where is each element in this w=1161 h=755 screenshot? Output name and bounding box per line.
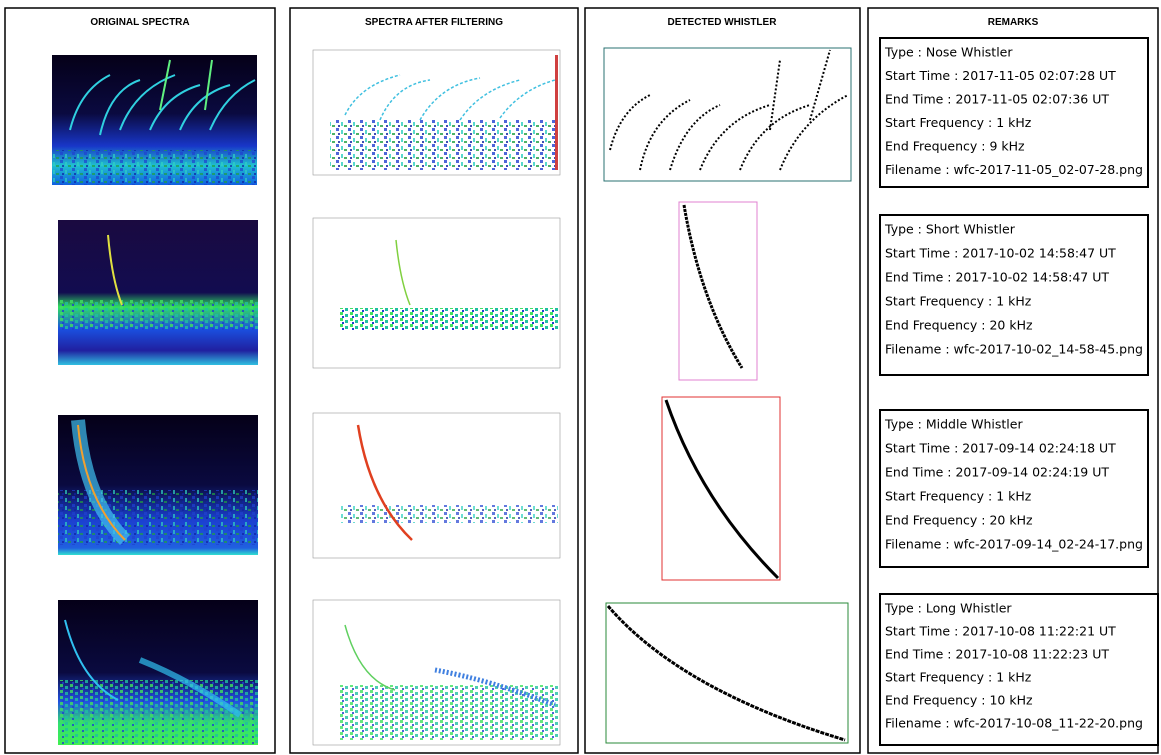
remark-line: Start Frequency : 1 kHz	[885, 670, 1032, 685]
original-spectrogram	[58, 415, 258, 555]
filtered-spectrogram	[312, 217, 561, 369]
remark-line: End Time : 2017-09-14 02:24:19 UT	[885, 465, 1109, 480]
remark-box	[879, 214, 1149, 376]
remark-line: Filename : wfc-2017-09-14_02-24-17.png	[885, 537, 1143, 552]
filtered-spectrogram	[312, 49, 561, 176]
column-frame	[584, 7, 861, 754]
remark-line: Start Time : 2017-11-05 02:07:28 UT	[885, 68, 1116, 83]
remark-line: Start Time : 2017-10-08 11:22:21 UT	[885, 624, 1116, 639]
detected-whistler	[678, 201, 758, 381]
column-frame	[289, 7, 579, 754]
remark-line: Type : Middle Whistler	[884, 417, 1023, 432]
column-frame	[867, 7, 1159, 754]
detected-whistler	[605, 602, 849, 744]
remark-line: Start Frequency : 1 kHz	[885, 294, 1032, 309]
detected-whistler	[661, 396, 781, 581]
remark-line: End Time : 2017-10-02 14:58:47 UT	[885, 270, 1109, 285]
column-header: ORIGINAL SPECTRA	[90, 17, 189, 28]
remark-line: Filename : wfc-2017-10-02_14-58-45.png	[885, 342, 1143, 357]
filtered-spectrogram	[312, 412, 561, 559]
remark-line: End Time : 2017-11-05 02:07:36 UT	[885, 92, 1109, 107]
remark-box	[879, 37, 1149, 188]
remark-line: End Frequency : 9 kHz	[885, 139, 1025, 154]
remark-line: End Frequency : 10 kHz	[885, 693, 1033, 708]
original-spectrogram	[58, 600, 258, 745]
remark-line: Type : Long Whistler	[884, 601, 1012, 616]
remarks: Type : Nose Whistler Start Time : 2017-11…	[879, 37, 1159, 746]
remark-line: Type : Short Whistler	[884, 222, 1016, 237]
column-frame	[4, 7, 276, 754]
remark-line: Filename : wfc-2017-11-05_02-07-28.png	[885, 162, 1143, 177]
remark-line: End Time : 2017-10-08 11:22:23 UT	[885, 647, 1109, 662]
remark-box	[879, 409, 1149, 568]
remark-line: Start Frequency : 1 kHz	[885, 115, 1032, 130]
column-header: DETECTED WHISTLER	[668, 17, 778, 28]
remark-line: Start Time : 2017-09-14 02:24:18 UT	[885, 441, 1116, 456]
remark-box	[879, 593, 1159, 746]
filtered-spectrogram	[312, 599, 561, 746]
column-header: SPECTRA AFTER FILTERING	[365, 17, 503, 28]
detected-whistler	[603, 47, 852, 182]
remark-line: Type : Nose Whistler	[884, 45, 1013, 60]
column-header: REMARKS	[988, 17, 1039, 28]
original-spectrogram	[52, 55, 257, 185]
original-spectrogram	[58, 220, 258, 365]
remark-line: Start Time : 2017-10-02 14:58:47 UT	[885, 246, 1116, 261]
remark-line: Start Frequency : 1 kHz	[885, 489, 1032, 504]
remark-line: Filename : wfc-2017-10-08_11-22-20.png	[885, 716, 1143, 731]
remark-line: End Frequency : 20 kHz	[885, 318, 1033, 333]
remark-line: End Frequency : 20 kHz	[885, 513, 1033, 528]
